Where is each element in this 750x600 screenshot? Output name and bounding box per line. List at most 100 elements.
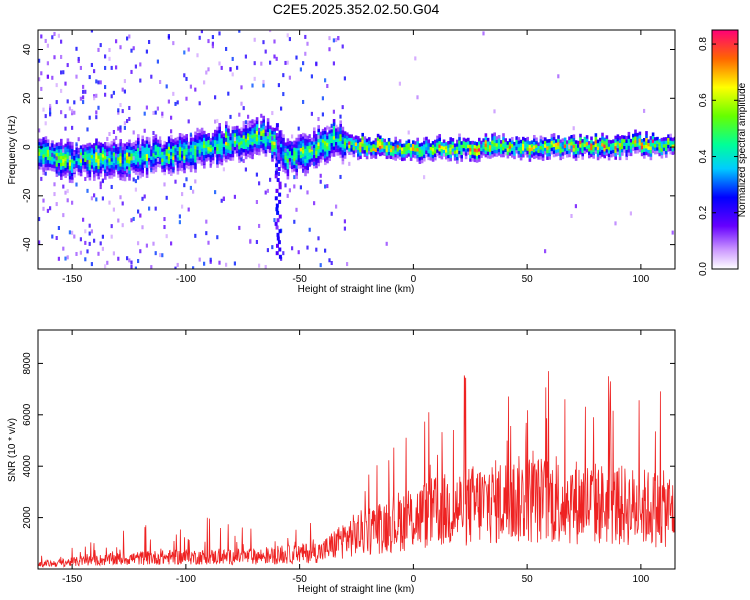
spectrogram-cell <box>247 136 250 141</box>
spectrogram-cell <box>308 148 312 153</box>
spectrogram-cell <box>128 160 131 164</box>
spectrogram-cell <box>225 151 228 156</box>
spectrogram-cell <box>97 168 100 173</box>
spectrogram-cell <box>372 140 375 145</box>
spectrogram-cell <box>482 141 485 146</box>
spectrogram-cell <box>596 139 600 144</box>
spectrogram-cell <box>524 141 527 146</box>
spectrogram-cell <box>95 158 98 163</box>
spectrogram-cell <box>181 150 184 155</box>
spectrogram-cell <box>148 144 151 148</box>
spectrogram-cell <box>282 144 285 149</box>
spectrogram-cell <box>152 156 155 160</box>
spectrogram-cell <box>651 135 655 140</box>
spectrogram-noise-cell <box>55 235 58 240</box>
spectrogram-cell <box>649 136 653 140</box>
spectrogram-cell <box>306 159 309 164</box>
spectrogram-cell <box>607 146 611 151</box>
spectrogram-cell <box>141 138 144 143</box>
spectrogram-cell <box>205 144 208 148</box>
spectrogram-noise-cell <box>308 227 311 232</box>
spectrogram-cell <box>49 146 52 151</box>
spectrogram-cell <box>381 148 384 152</box>
spectrogram-cell <box>167 167 171 171</box>
spectrogram-cell <box>636 132 639 137</box>
spectrogram-cell <box>121 160 125 164</box>
spectrogram-cell <box>66 169 70 173</box>
spectrogram-cell <box>222 136 226 141</box>
spectrogram-cell <box>40 142 43 146</box>
spectrogram-noise-cell <box>275 225 279 230</box>
spectrogram-noise-cell <box>44 114 47 119</box>
spectrogram-cell <box>200 144 204 149</box>
spectrogram-cell <box>445 152 448 156</box>
spectrogram-cell <box>251 141 254 146</box>
spectrogram-cell <box>240 144 243 148</box>
spectrogram-cell <box>288 161 292 165</box>
spectrogram-cell <box>60 159 63 163</box>
spectrogram-cell <box>328 154 331 158</box>
spectrogram-cell <box>62 172 65 177</box>
spectrogram-cell <box>346 139 349 143</box>
spectrogram-noise-cell <box>42 164 45 169</box>
spectrogram-cell <box>436 145 439 150</box>
spectrogram-noise-cell <box>304 34 307 39</box>
spectrogram-cell <box>176 157 180 161</box>
spectrogram-cell <box>614 142 617 147</box>
spectrogram-cell <box>71 148 74 153</box>
spectrogram-cell <box>387 137 391 142</box>
spectrogram-cell <box>671 141 675 145</box>
spectrogram-cell <box>491 140 494 144</box>
spectrogram-cell <box>266 148 270 153</box>
spectrogram-noise-cell <box>196 135 199 140</box>
spectrogram-cell <box>394 140 397 144</box>
spectrogram-cell <box>357 142 360 147</box>
spectrogram-cell <box>341 126 345 131</box>
spectrogram-cell <box>497 148 501 153</box>
spectrogram-cell <box>172 149 175 154</box>
spectrogram-cell <box>458 154 461 158</box>
spectrogram-cell <box>38 148 41 153</box>
spectrogram-cell <box>121 149 125 154</box>
spectrogram-cell <box>601 136 604 140</box>
spectrogram-cell <box>240 127 243 131</box>
spectrogram-cell <box>445 142 448 146</box>
spectrogram-cell <box>216 143 219 148</box>
spectrogram-cell <box>132 162 136 167</box>
spectrogram-cell <box>189 144 193 149</box>
spectrogram-noise-cell <box>220 65 223 70</box>
spectrogram-cell <box>71 172 74 177</box>
spectrogram-cell <box>434 139 437 144</box>
spectrogram-cell <box>610 146 613 151</box>
spectrogram-cell <box>416 154 419 159</box>
spectrogram-cell <box>181 164 184 168</box>
spectrogram-cell <box>313 130 316 135</box>
spectrogram-cell <box>420 156 424 160</box>
spectrogram-cell <box>482 145 485 149</box>
spectrogram-cell <box>605 145 609 150</box>
spectrogram-noise-cell <box>326 125 329 130</box>
spectrogram-noise-cell <box>53 55 56 60</box>
spectrogram-cell <box>288 144 292 148</box>
spectrogram-cell <box>181 147 184 151</box>
spectrogram-cell <box>379 138 382 143</box>
spectrogram-cell <box>51 167 54 172</box>
spectrogram-cell <box>189 154 193 159</box>
spectrogram-cell <box>207 133 210 137</box>
spectrogram-cell <box>255 130 259 135</box>
spectrogram-cell <box>266 138 270 143</box>
spectrogram-cell <box>416 137 419 142</box>
spectrogram-cell <box>583 140 587 144</box>
spectrogram-cell <box>603 154 606 159</box>
spectrogram-cell <box>412 143 415 148</box>
spectrogram-noise-cell <box>306 245 309 250</box>
spectrogram-cell <box>337 145 340 149</box>
spectrogram-cell <box>434 143 437 147</box>
spectrogram-cell <box>115 147 118 152</box>
spectrogram-noise-cell <box>152 110 155 115</box>
spectrogram-cell <box>115 157 118 162</box>
spectrogram-cell <box>640 142 644 146</box>
spectrogram-cell <box>104 159 107 163</box>
spectrogram-cell <box>295 154 298 159</box>
spectrogram-cell <box>671 144 675 149</box>
